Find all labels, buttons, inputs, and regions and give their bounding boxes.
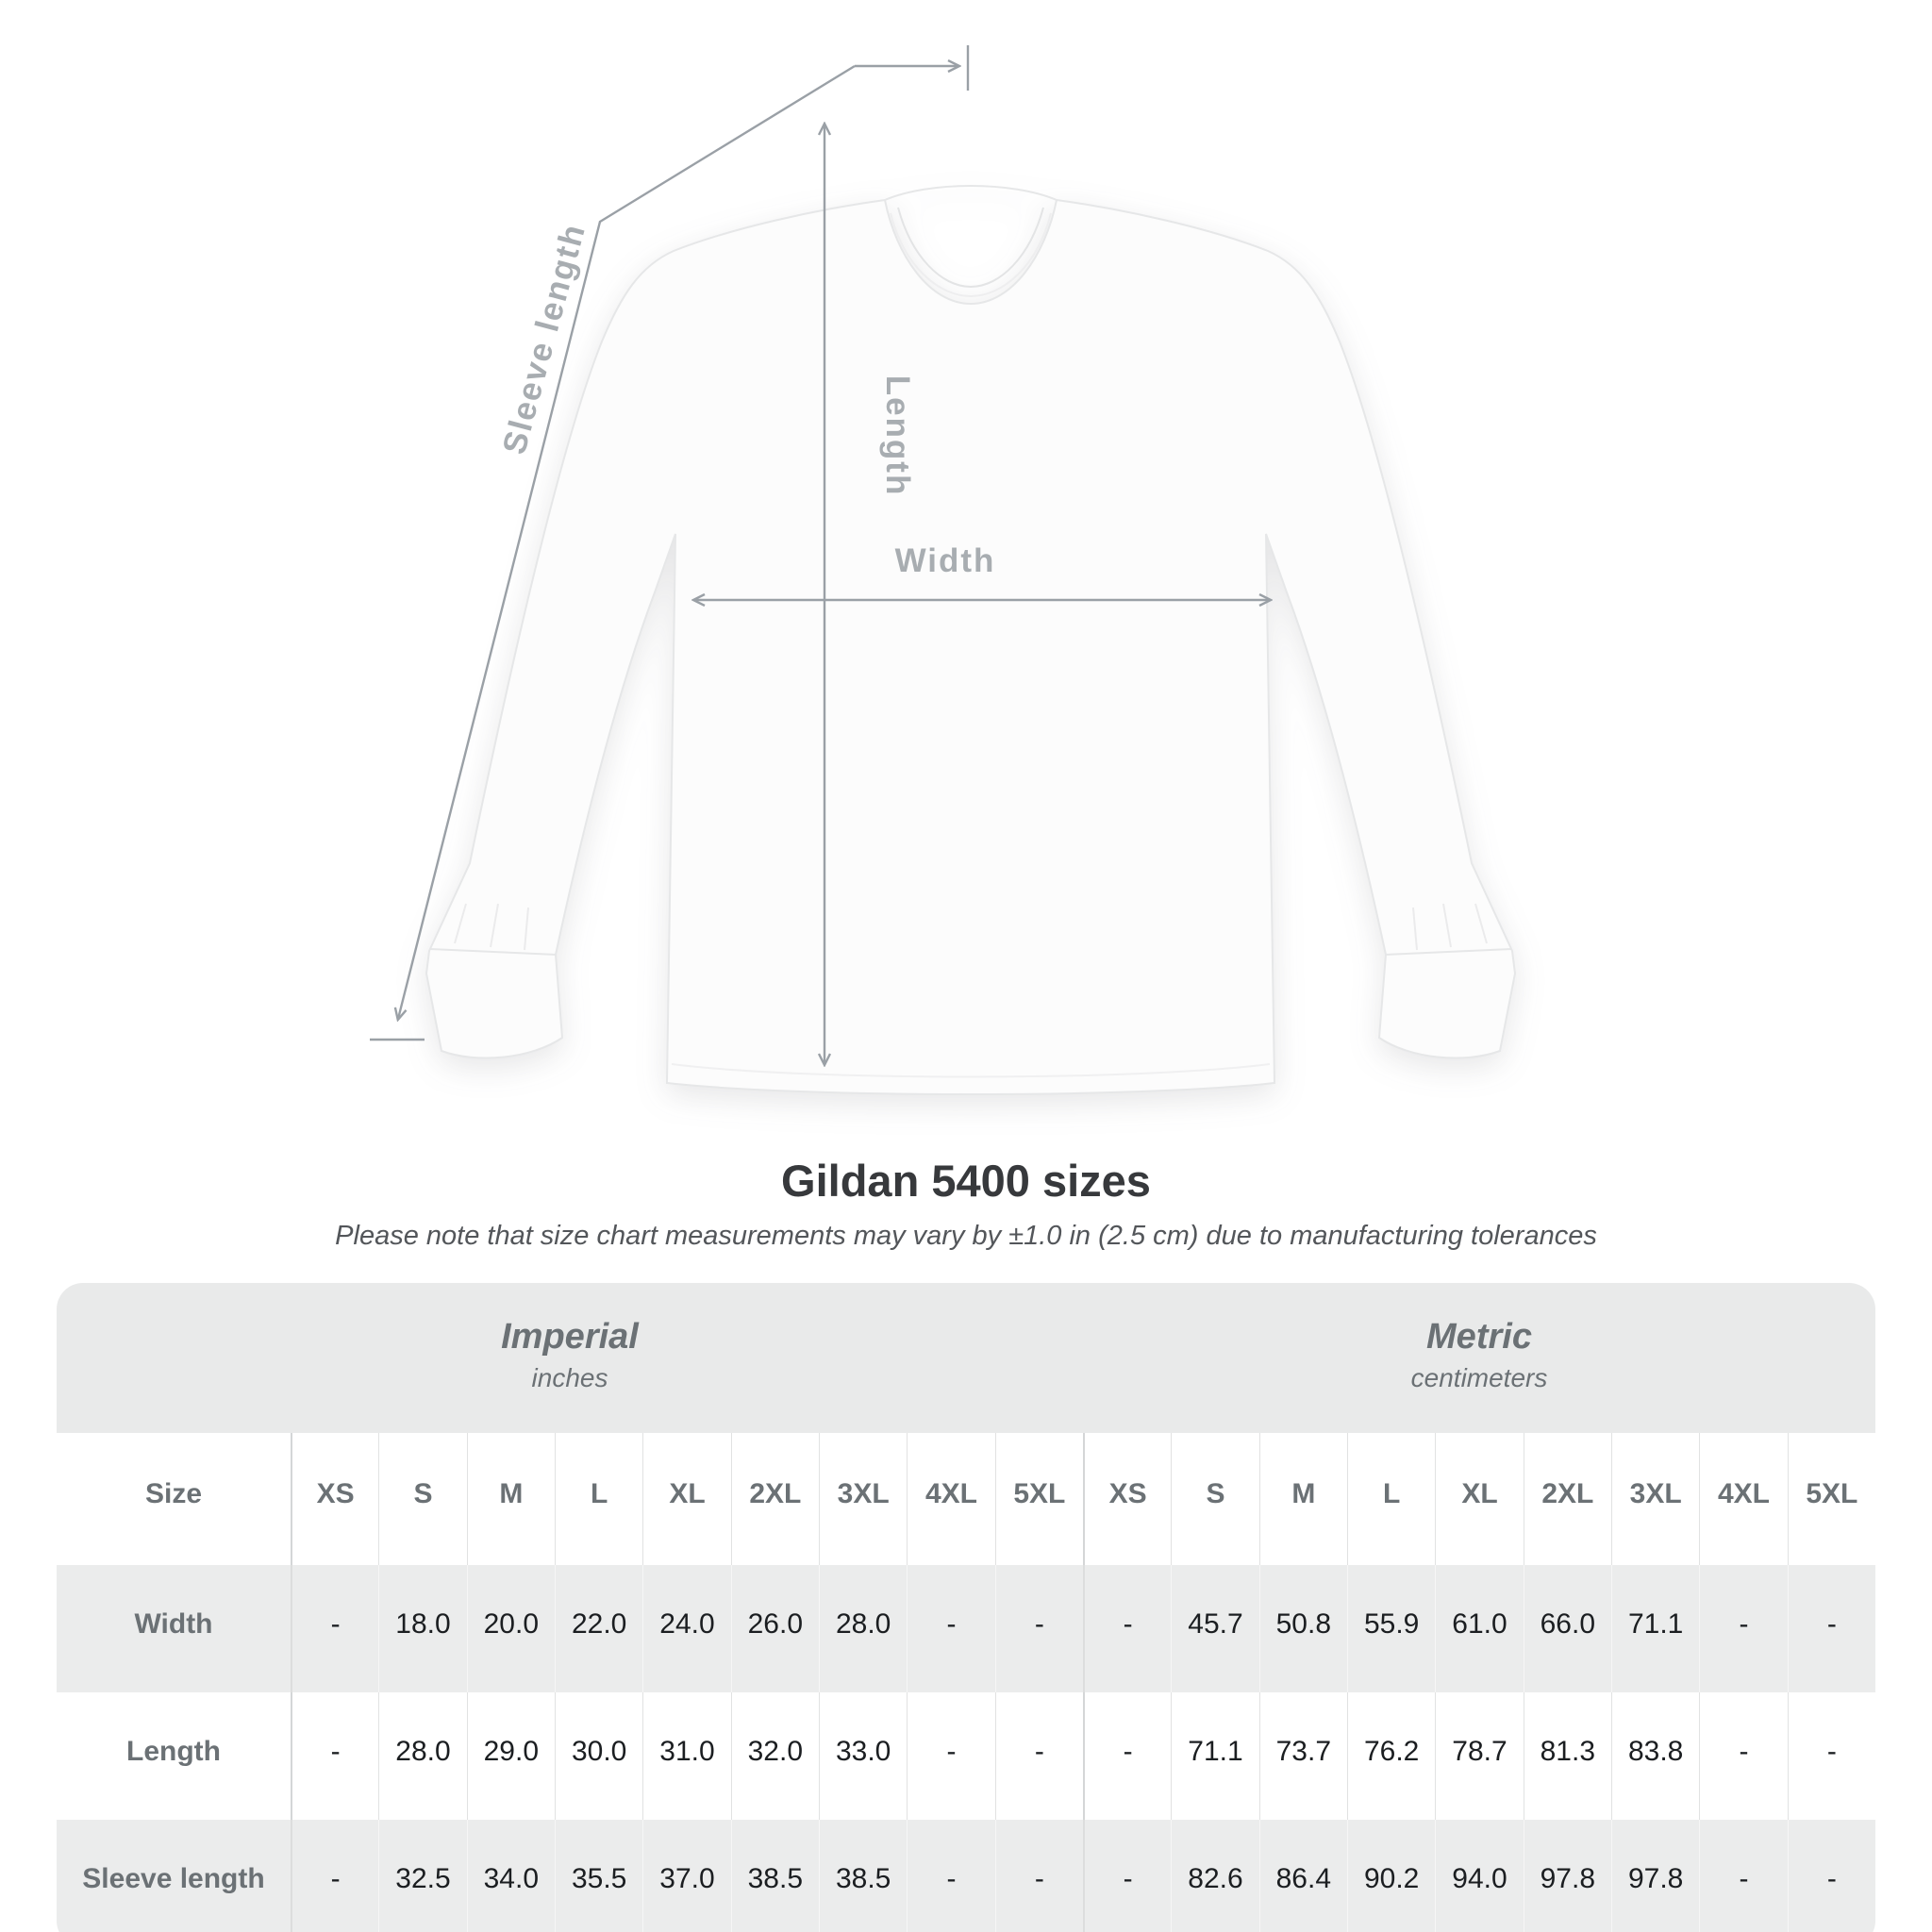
width-label: Width: [895, 542, 996, 579]
table-cell: -: [1787, 1692, 1875, 1820]
size-column-header: Size: [57, 1433, 291, 1565]
table-cell: 83.8: [1611, 1692, 1700, 1820]
imperial-unit: inches: [531, 1363, 608, 1392]
size-col-imperial-l: L: [555, 1433, 643, 1565]
hem-stitch: [671, 1063, 1271, 1078]
table-cell: 97.8: [1523, 1820, 1611, 1932]
size-col-imperial-2xl: 2XL: [730, 1433, 819, 1565]
table-cell: -: [907, 1692, 995, 1820]
table-cell: 18.0: [378, 1565, 467, 1692]
table-cell: 32.5: [378, 1820, 467, 1932]
table-cell: -: [1699, 1692, 1788, 1820]
size-col-metric-xs: XS: [1083, 1433, 1172, 1565]
table-cell: 61.0: [1435, 1565, 1524, 1692]
table-cell: -: [1787, 1565, 1875, 1692]
size-col-imperial-m: M: [466, 1433, 555, 1565]
imperial-header-cell: Imperial inches: [57, 1283, 1083, 1433]
measurement-arrows: [370, 45, 1270, 1064]
table-cell: 28.0: [378, 1692, 467, 1820]
shirt-measurement-diagram: Sleeve length Length Width: [370, 45, 1517, 1095]
table-cell: 73.7: [1258, 1692, 1347, 1820]
table-cell: 82.6: [1171, 1820, 1259, 1932]
table-cell: 94.0: [1435, 1820, 1524, 1932]
size-col-metric-2xl: 2XL: [1523, 1433, 1611, 1565]
table-cell: 20.0: [466, 1565, 555, 1692]
left-cuff-seam: [429, 948, 558, 956]
cuff-gathers: [454, 903, 1488, 951]
row-label: Width: [57, 1565, 291, 1692]
size-col-metric-s: S: [1171, 1433, 1259, 1565]
size-col-imperial-xs: XS: [291, 1433, 379, 1565]
sleeve-length-arrow: [370, 45, 970, 1041]
size-col-metric-3xl: 3XL: [1611, 1433, 1700, 1565]
size-col-imperial-s: S: [378, 1433, 467, 1565]
table-cell: 90.2: [1347, 1820, 1436, 1932]
table-cell: -: [1083, 1692, 1172, 1820]
page-title: Gildan 5400 sizes: [781, 1156, 1151, 1206]
table-cell: -: [1083, 1565, 1172, 1692]
collar-inner-seam: [897, 207, 1044, 289]
metric-unit: centimeters: [1410, 1363, 1548, 1392]
table-cell: -: [291, 1565, 379, 1692]
collar-back-seam: [884, 185, 1058, 201]
size-table: Imperial inches Metric centimeters Size X…: [57, 1283, 1875, 1932]
size-col-imperial-3xl: 3XL: [819, 1433, 908, 1565]
table-cell: 32.0: [730, 1692, 819, 1820]
size-col-metric-m: M: [1258, 1433, 1347, 1565]
table-cell: 76.2: [1347, 1692, 1436, 1820]
size-col-imperial-4xl: 4XL: [907, 1433, 995, 1565]
table-cell: -: [994, 1820, 1083, 1932]
table-cell: 29.0: [466, 1692, 555, 1820]
table-cell: 86.4: [1258, 1820, 1347, 1932]
table-cell: 33.0: [819, 1692, 908, 1820]
table-cell: 55.9: [1347, 1565, 1436, 1692]
table-cell: 66.0: [1523, 1565, 1611, 1692]
table-cell: -: [907, 1820, 995, 1932]
collar-stitch: [890, 212, 1052, 298]
imperial-header: Imperial: [501, 1317, 639, 1357]
size-col-imperial-5xl: 5XL: [994, 1433, 1083, 1565]
tolerance-note: Please note that size chart measurements…: [335, 1221, 1597, 1251]
table-cell: 81.3: [1523, 1692, 1611, 1820]
table-cell: -: [1699, 1565, 1788, 1692]
table-cell: -: [291, 1692, 379, 1820]
table-cell: -: [1083, 1820, 1172, 1932]
table-cell: 97.8: [1611, 1820, 1700, 1932]
table-cell: 71.1: [1171, 1692, 1259, 1820]
table-cell: 37.0: [642, 1820, 731, 1932]
table-cell: 35.5: [555, 1820, 643, 1932]
right-cuff-seam: [1384, 948, 1512, 956]
table-cell: 26.0: [730, 1565, 819, 1692]
row-label: Sleeve length: [57, 1820, 291, 1932]
metric-header: Metric: [1426, 1317, 1532, 1357]
table-cell: -: [994, 1692, 1083, 1820]
table-cell: 24.0: [642, 1565, 731, 1692]
size-col-metric-5xl: 5XL: [1787, 1433, 1875, 1565]
size-col-imperial-xl: XL: [642, 1433, 731, 1565]
size-col-metric-l: L: [1347, 1433, 1436, 1565]
length-label: Length: [879, 375, 916, 497]
long-sleeve-shirt-image: [425, 185, 1517, 1095]
size-col-metric-4xl: 4XL: [1699, 1433, 1788, 1565]
table-cell: -: [907, 1565, 995, 1692]
metric-header-cell: Metric centimeters: [1083, 1283, 1875, 1433]
table-cell: 31.0: [642, 1692, 731, 1820]
table-cell: -: [1787, 1820, 1875, 1932]
table-cell: 34.0: [466, 1820, 555, 1932]
table-cell: 22.0: [555, 1565, 643, 1692]
table-cell: 38.5: [730, 1820, 819, 1932]
table-cell: -: [1699, 1820, 1788, 1932]
table-cell: -: [291, 1820, 379, 1932]
table-cell: 28.0: [819, 1565, 908, 1692]
size-col-metric-xl: XL: [1435, 1433, 1524, 1565]
table-cell: 50.8: [1258, 1565, 1347, 1692]
table-cell: 30.0: [555, 1692, 643, 1820]
table-cell: 71.1: [1611, 1565, 1700, 1692]
table-cell: 38.5: [819, 1820, 908, 1932]
table-cell: 45.7: [1171, 1565, 1259, 1692]
row-label: Length: [57, 1692, 291, 1820]
table-cell: 78.7: [1435, 1692, 1524, 1820]
table-cell: -: [994, 1565, 1083, 1692]
